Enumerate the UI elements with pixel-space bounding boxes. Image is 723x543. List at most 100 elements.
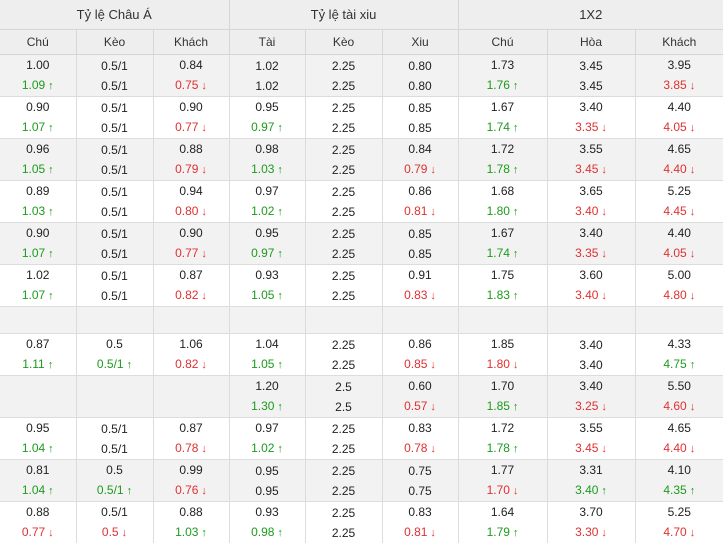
odds-value: 0.84 [408, 142, 431, 156]
odds-value: 1.75 [491, 268, 514, 282]
opening-odds: 4.33 [636, 334, 723, 354]
odds-value: 4.40 [663, 162, 686, 176]
arrow-down-icon: ↓ [601, 122, 607, 134]
current-odds: 0.83↓ [383, 285, 458, 306]
opening-odds: 1.85 [459, 334, 547, 354]
odds-cell [0, 307, 76, 334]
odds-value: 3.55 [579, 421, 602, 435]
odds-value: 0.83 [408, 421, 431, 435]
current-odds: 0.81↓ [383, 522, 458, 543]
odds-value: 1.02 [251, 441, 274, 455]
odds-value: 1.02 [26, 268, 49, 282]
current-odds: 1.07↑ [0, 243, 76, 264]
opening-odds: 0.5/1 [77, 182, 153, 202]
odds-value: 0.5 [106, 463, 123, 477]
column-header-handicap: Kèo [76, 30, 153, 55]
odds-value: 5.50 [668, 379, 691, 393]
arrow-up-icon: ↑ [277, 164, 283, 176]
odds-value: 3.40 [579, 358, 602, 372]
odds-value: 4.70 [663, 525, 686, 539]
opening-odds: 1.73 [459, 55, 547, 75]
arrow-down-icon: ↓ [601, 164, 607, 176]
current-odds: 0.98↑ [230, 522, 305, 543]
current-odds: 1.79↑ [459, 522, 547, 543]
opening-odds: 3.65 [548, 181, 635, 201]
opening-odds: 0.81 [0, 460, 76, 480]
odds-value: 1.00 [26, 58, 49, 72]
current-odds: 0.5/1 [77, 76, 153, 96]
arrow-down-icon: ↓ [430, 527, 436, 539]
odds-value: 1.09 [22, 78, 45, 92]
odds-value: 4.05 [663, 246, 686, 260]
current-odds: 1.80↓ [459, 354, 547, 375]
opening-odds: 2.25 [306, 335, 382, 355]
current-odds: 2.25 [306, 202, 382, 222]
odds-value: 0.77 [175, 120, 198, 134]
opening-odds: 2.25 [306, 140, 382, 160]
odds-value: 1.30 [251, 399, 274, 413]
arrow-up-icon: ↑ [48, 359, 54, 371]
odds-value: 1.04 [255, 337, 278, 351]
odds-value: 0.94 [179, 184, 202, 198]
odds-value: 4.75 [663, 357, 686, 371]
arrow-down-icon: ↓ [201, 443, 207, 455]
current-odds: 4.70 ↓ [636, 522, 723, 543]
opening-odds: 0.5/1 [77, 419, 153, 439]
current-odds: 1.03↑ [0, 201, 76, 222]
arrow-down-icon: ↓ [601, 248, 607, 260]
arrow-up-icon: ↑ [277, 248, 283, 260]
opening-odds: 0.99 [154, 460, 229, 480]
opening-odds: 3.40 [548, 223, 635, 243]
odds-value: 0.5/1 [101, 121, 128, 135]
odds-value: 1.03 [175, 525, 198, 539]
odds-value: 0.87 [179, 268, 202, 282]
opening-odds: 1.06 [154, 334, 229, 354]
odds-value: 0.5/1 [97, 357, 124, 371]
odds-value: 1.78 [487, 162, 510, 176]
current-odds: 1.05↑ [230, 285, 305, 306]
current-odds: 3.85↓ [636, 75, 723, 96]
current-odds: 4.35↑ [636, 480, 723, 501]
opening-odds: 0.87 [154, 265, 229, 285]
current-odds: 0.57↓ [383, 396, 458, 417]
odds-value: 0.88 [26, 505, 49, 519]
odds-cell [76, 307, 153, 334]
arrow-up-icon: ↑ [48, 164, 54, 176]
odds-value: 0.97 [251, 246, 274, 260]
odds-value: 0.99 [179, 463, 202, 477]
current-odds: 4.05↓ [636, 243, 723, 264]
current-odds: 2.25 [306, 76, 382, 96]
opening-odds: 0.88 [154, 502, 229, 522]
arrow-down-icon: ↓ [601, 527, 607, 539]
current-odds: 1.03↑ [154, 522, 229, 543]
odds-cell [229, 307, 305, 334]
odds-value: 0.85 [408, 227, 431, 241]
opening-odds: 0.5/1 [77, 502, 153, 522]
odds-value: 0.75 [175, 78, 198, 92]
odds-value: 1.05 [22, 162, 45, 176]
opening-odds: 0.83 [383, 502, 458, 522]
current-odds: 2.25 [306, 481, 382, 501]
column-header-line: Kèo [305, 30, 382, 55]
odds-value: 1.11 [22, 357, 44, 371]
current-odds: 0.77↓ [154, 117, 229, 138]
arrow-down-icon: ↓ [690, 527, 696, 539]
